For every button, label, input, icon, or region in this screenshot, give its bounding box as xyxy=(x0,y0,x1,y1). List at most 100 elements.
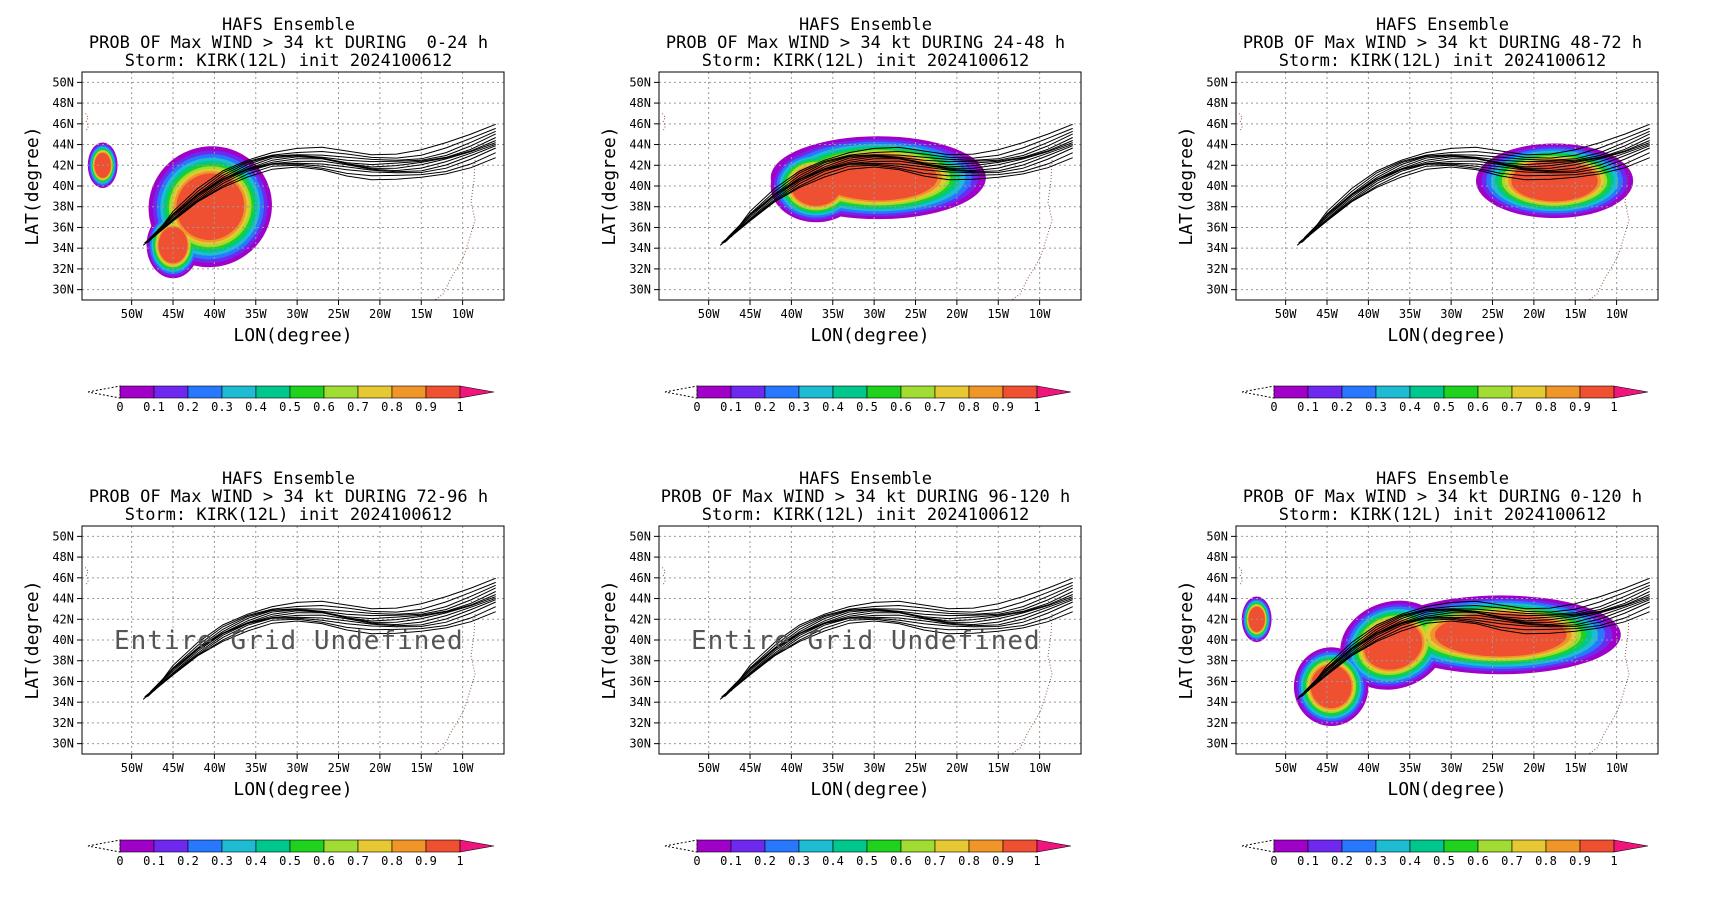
panel-title: HAFS Ensemble xyxy=(1375,469,1510,489)
y-tick-label: 30N xyxy=(52,737,74,751)
x-tick-label: 30W xyxy=(863,761,885,775)
x-tick-label: 15W xyxy=(987,307,1009,321)
colorbar-label: 0.5 xyxy=(279,854,301,868)
colorbar-label: 0.9 xyxy=(415,854,437,868)
colorbar-lower-triangle xyxy=(87,385,121,399)
y-tick-label: 32N xyxy=(1206,716,1228,730)
storm-label: Storm: KIRK(12L) init 2024100612 xyxy=(701,505,1030,525)
colorbar-segment xyxy=(1443,839,1479,853)
y-tick-label: 32N xyxy=(629,716,651,730)
colorbar-label: 0.8 xyxy=(1535,854,1557,868)
ensemble-track xyxy=(721,152,1073,244)
x-tick-label: 35W xyxy=(1399,307,1421,321)
x-tick-label: 40W xyxy=(1358,761,1380,775)
colorbar-segment xyxy=(696,839,732,853)
y-tick-label: 46N xyxy=(1206,117,1228,131)
ensemble-track xyxy=(1301,597,1650,697)
y-tick-label: 50N xyxy=(52,529,74,543)
x-tick-label: 35W xyxy=(245,307,267,321)
panel-title: HAFS Ensemble xyxy=(1375,15,1510,35)
x-tick-label: 40W xyxy=(781,761,803,775)
x-tick-label: 10W xyxy=(452,307,474,321)
colorbar-segment xyxy=(934,839,970,853)
x-tick-label: 10W xyxy=(1606,307,1628,321)
x-tick-label: 30W xyxy=(286,307,308,321)
y-tick-label: 50N xyxy=(629,75,651,89)
ensemble-track xyxy=(727,130,1073,239)
x-tick-label: 45W xyxy=(162,307,184,321)
ensemble-track xyxy=(721,606,1073,698)
x-tick-label: 20W xyxy=(946,307,968,321)
colorbar-segment xyxy=(1409,385,1445,399)
colorbar-label: 0.3 xyxy=(1365,854,1387,868)
x-tick-label: 20W xyxy=(369,761,391,775)
colorbar-label: 0.9 xyxy=(1569,854,1591,868)
colorbar-label: 0.7 xyxy=(1501,854,1523,868)
colorbar-segment xyxy=(730,385,766,399)
storm-label: Storm: KIRK(12L) init 2024100612 xyxy=(124,505,453,525)
panel-subtitle: PROB OF Max WIND > 34 kt DURING 0-24 h xyxy=(88,33,489,53)
y-tick-label: 40N xyxy=(1206,179,1228,193)
colorbar-label: 0.4 xyxy=(1399,854,1421,868)
x-tick-label: 30W xyxy=(863,307,885,321)
colorbar: 0 0.1 0.2 0.3 0.4 0.5 0.6 0.7 0.8 0.9 1 xyxy=(1241,385,1649,414)
y-tick-label: 50N xyxy=(52,75,74,89)
ensemble-track xyxy=(1300,599,1650,697)
x-axis-label: LON(degree) xyxy=(1387,325,1506,346)
colorbar-upper-triangle xyxy=(1036,385,1072,399)
y-tick-label: 42N xyxy=(52,158,74,172)
colorbar-segment xyxy=(187,385,223,399)
y-tick-label: 38N xyxy=(52,200,74,214)
x-tick-label: 15W xyxy=(410,307,432,321)
x-tick-label: 45W xyxy=(739,307,761,321)
ensemble-track xyxy=(724,143,1073,243)
colorbar: 0 0.1 0.2 0.3 0.4 0.5 0.6 0.7 0.8 0.9 1 xyxy=(1241,839,1649,868)
storm-label: Storm: KIRK(12L) init 2024100612 xyxy=(124,51,453,71)
ensemble-track xyxy=(722,147,1073,243)
y-tick-label: 36N xyxy=(629,674,651,688)
coastline xyxy=(1238,113,1243,131)
y-axis-label: LAT(degree) xyxy=(1176,126,1197,245)
x-tick-label: 10W xyxy=(452,761,474,775)
colorbar-segment xyxy=(357,385,393,399)
ensemble-track xyxy=(726,587,1073,693)
ensemble-track xyxy=(728,581,1073,693)
colorbar-segment xyxy=(1477,385,1513,399)
colorbar-lower-triangle xyxy=(1241,839,1275,853)
y-tick-label: 44N xyxy=(52,138,74,152)
y-tick-label: 40N xyxy=(52,179,74,193)
ensemble-track xyxy=(1303,133,1650,239)
colorbar-segment xyxy=(1409,839,1445,853)
x-tick-label: 15W xyxy=(987,761,1009,775)
panel-subtitle: PROB OF Max WIND > 34 kt DURING 72-96 h xyxy=(88,487,489,507)
x-tick-label: 25W xyxy=(328,761,350,775)
colorbar-label: 0.2 xyxy=(754,854,776,868)
colorbar-label: 1 xyxy=(1610,400,1617,414)
colorbar-upper-triangle xyxy=(1613,839,1649,853)
coastline xyxy=(1238,567,1243,585)
colorbar-segment xyxy=(425,839,461,853)
panel-title: HAFS Ensemble xyxy=(798,15,933,35)
colorbar-segment xyxy=(764,385,800,399)
y-tick-label: 50N xyxy=(1206,75,1228,89)
colorbar-label: 0.1 xyxy=(143,400,165,414)
colorbar-label: 0.1 xyxy=(720,854,742,868)
colorbar-label: 1 xyxy=(456,854,463,868)
colorbar-segment xyxy=(934,385,970,399)
colorbar-segment xyxy=(187,839,223,853)
y-tick-label: 50N xyxy=(1206,529,1228,543)
x-tick-label: 40W xyxy=(204,307,226,321)
y-tick-label: 42N xyxy=(1206,158,1228,172)
x-tick-label: 30W xyxy=(1440,307,1462,321)
y-tick-label: 36N xyxy=(629,220,651,234)
colorbar-lower-triangle xyxy=(664,839,698,853)
colorbar-segment xyxy=(391,385,427,399)
colorbar-label: 0.7 xyxy=(1501,400,1523,414)
colorbar-segment xyxy=(730,839,766,853)
colorbar-segment xyxy=(289,839,325,853)
x-tick-label: 25W xyxy=(1482,761,1504,775)
colorbar-label: 0.6 xyxy=(313,400,335,414)
colorbar-segment xyxy=(1341,385,1377,399)
ensemble-track xyxy=(1298,606,1650,698)
colorbar-label: 0.7 xyxy=(924,854,946,868)
